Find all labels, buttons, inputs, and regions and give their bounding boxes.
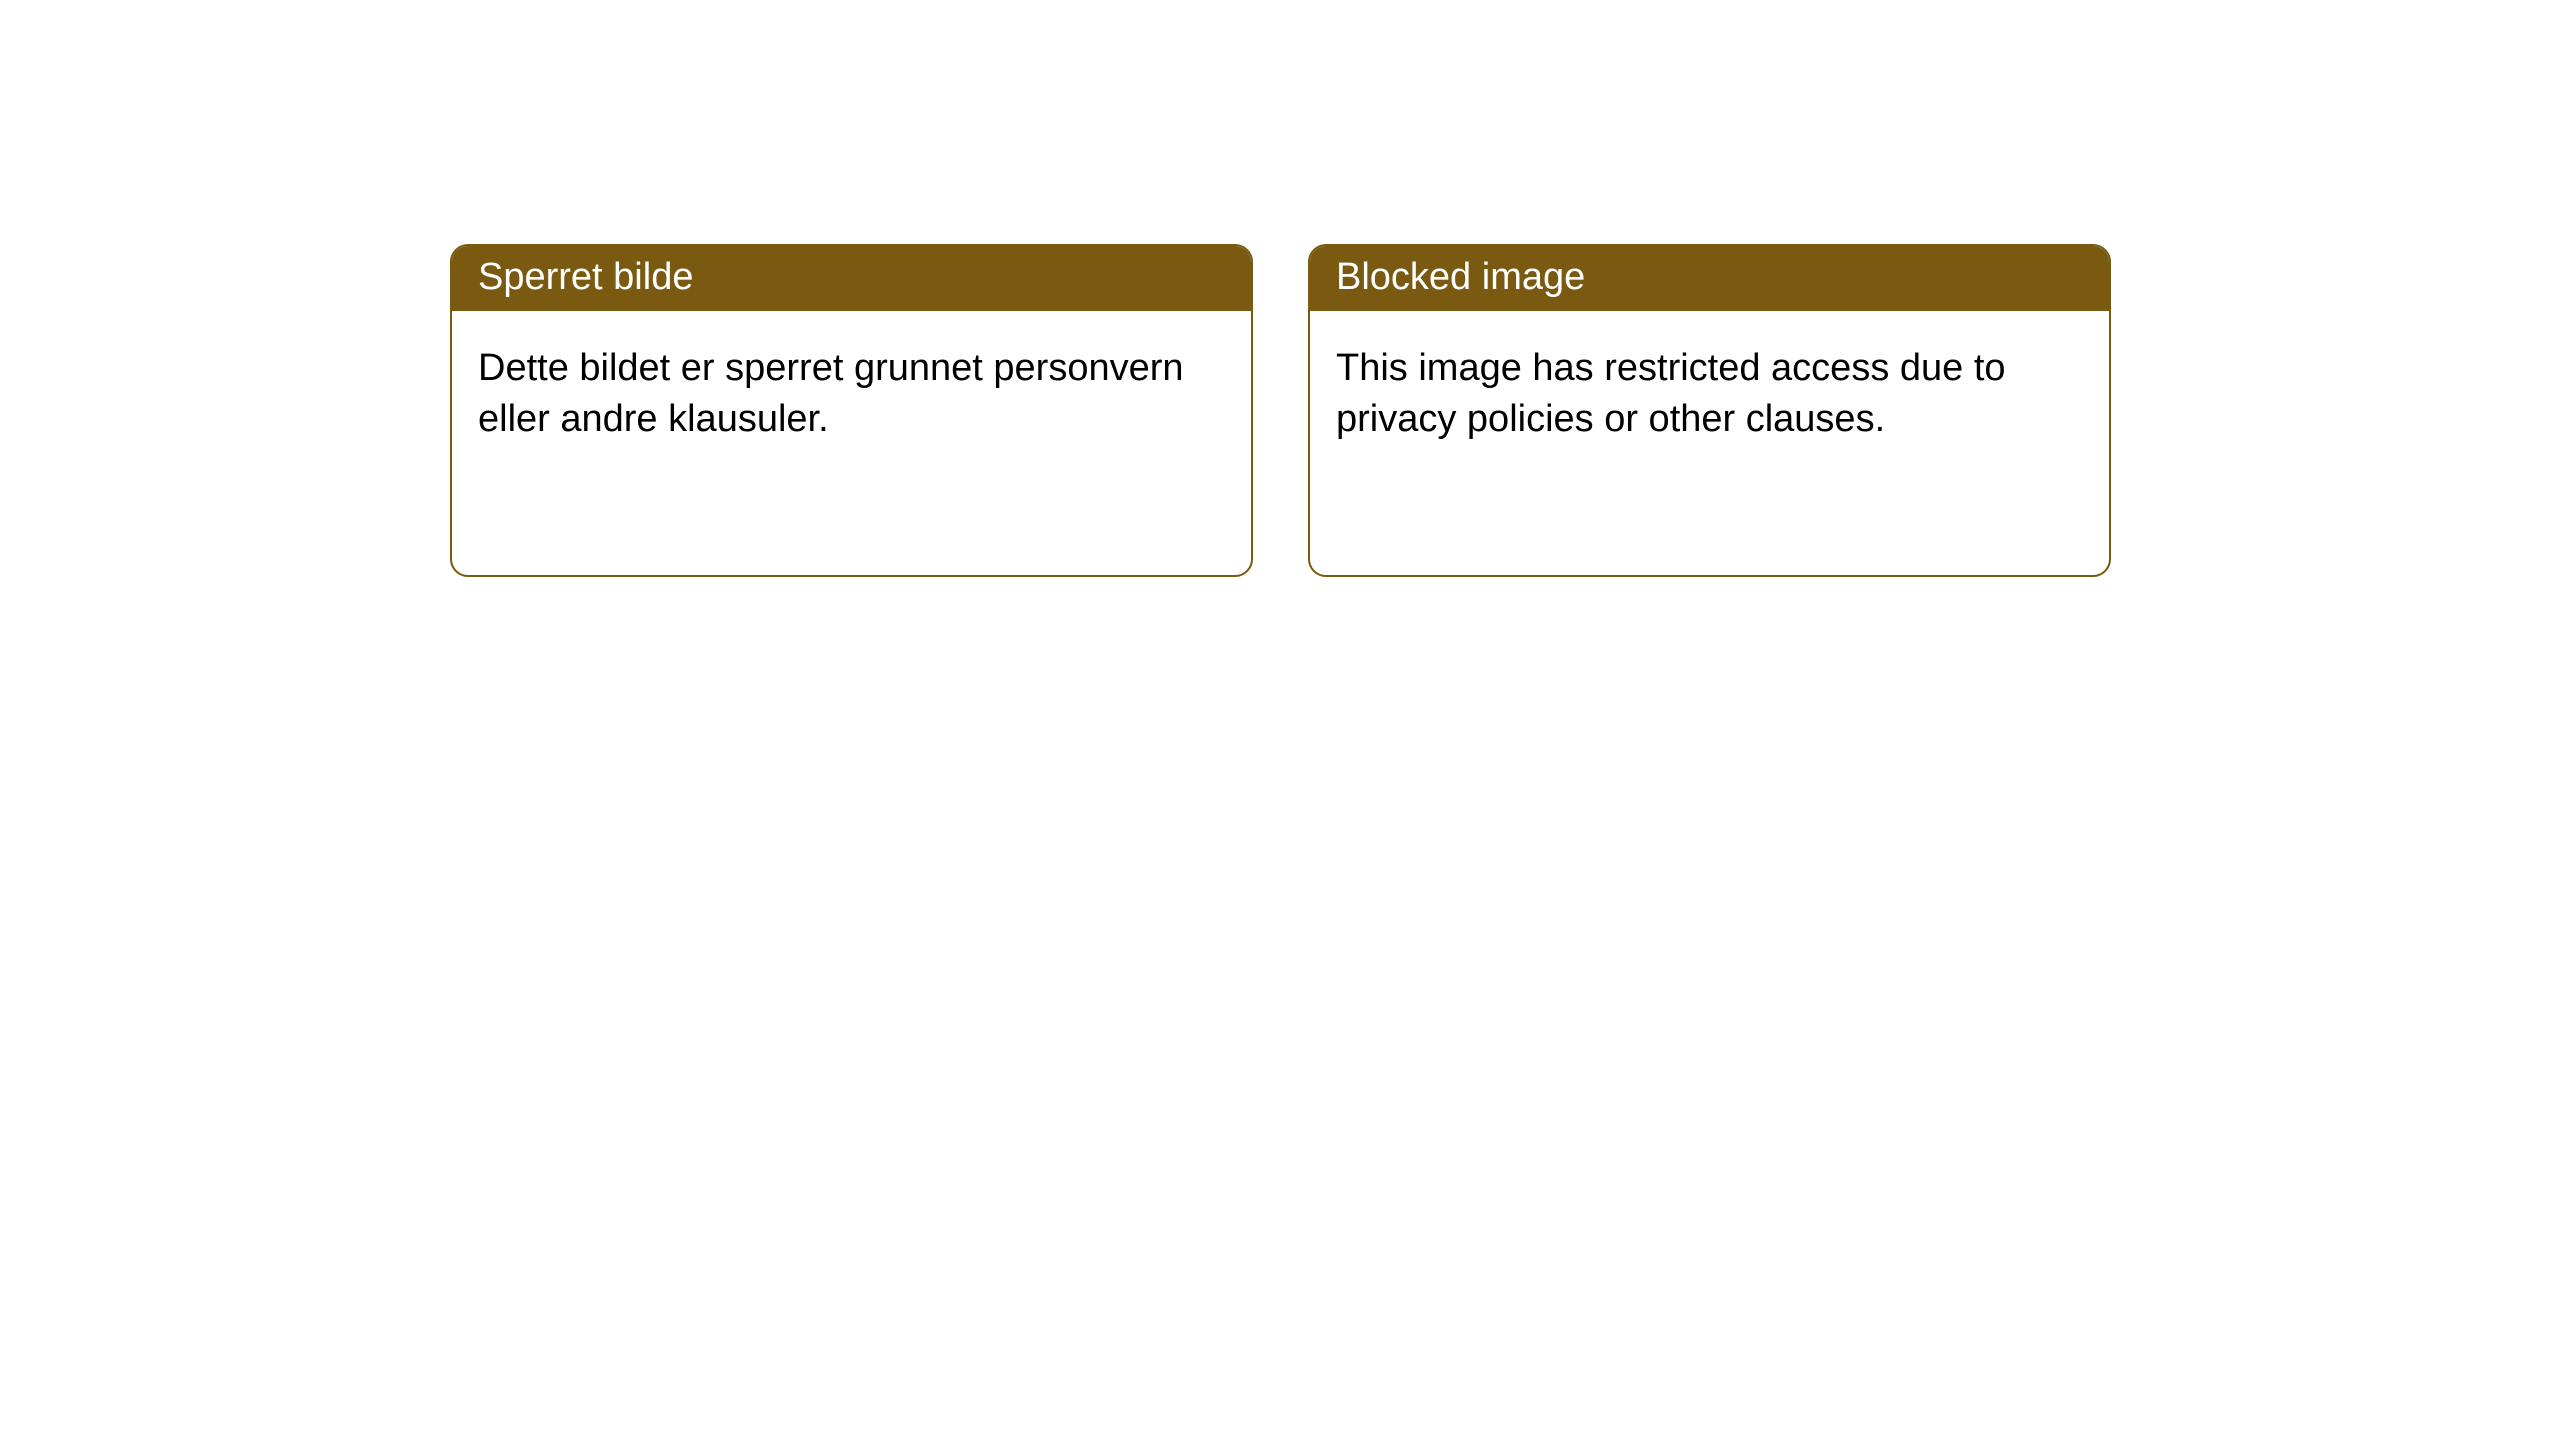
notice-title: Blocked image bbox=[1336, 256, 1585, 298]
notice-message: Dette bildet er sperret grunnet personve… bbox=[478, 347, 1184, 440]
notice-header: Blocked image bbox=[1310, 246, 2109, 311]
notice-title: Sperret bilde bbox=[478, 256, 693, 298]
notice-card-english: Blocked image This image has restricted … bbox=[1308, 244, 2111, 577]
notice-container: Sperret bilde Dette bildet er sperret gr… bbox=[0, 0, 2560, 577]
notice-header: Sperret bilde bbox=[452, 246, 1251, 311]
notice-message: This image has restricted access due to … bbox=[1336, 347, 2006, 440]
notice-card-norwegian: Sperret bilde Dette bildet er sperret gr… bbox=[450, 244, 1253, 577]
notice-body: Dette bildet er sperret grunnet personve… bbox=[452, 311, 1251, 478]
notice-body: This image has restricted access due to … bbox=[1310, 311, 2109, 478]
